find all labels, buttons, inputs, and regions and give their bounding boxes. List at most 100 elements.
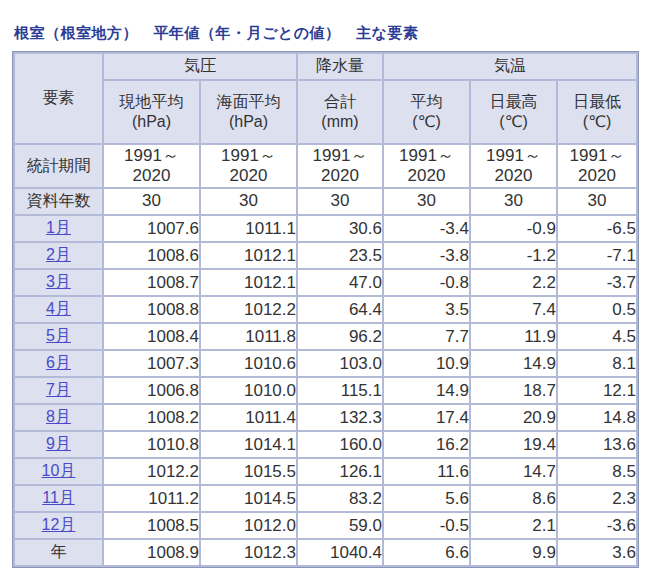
value-cell: -3.4: [383, 215, 470, 242]
value-cell: 20.9: [470, 404, 557, 431]
value-cell: 96.2: [297, 323, 383, 350]
table-row: 6月1007.31010.6103.010.914.98.1: [14, 350, 637, 377]
value-cell: 14.9: [470, 350, 557, 377]
column-label: 現地平均: [104, 92, 199, 112]
column-header-temp-min: 日最低 (℃): [557, 80, 637, 144]
data-years-cell: 30: [383, 188, 470, 215]
table-row: 2月1008.61012.123.5-3.8-1.2-7.1: [14, 242, 637, 269]
value-cell: 47.0: [297, 269, 383, 296]
column-header-temp-mean: 平均 (℃): [383, 80, 470, 144]
header-group-row: 要素 気圧 降水量 気温: [14, 53, 637, 80]
value-cell: 3.5: [383, 296, 470, 323]
value-cell: -3.7: [557, 269, 637, 296]
value-cell: 1007.6: [103, 215, 200, 242]
value-cell: -1.2: [470, 242, 557, 269]
column-unit: (hPa): [104, 112, 199, 132]
table-row: 12月1008.51012.059.0-0.52.1-3.6: [14, 512, 637, 539]
value-cell: 1006.8: [103, 377, 200, 404]
data-years-cell: 30: [557, 188, 637, 215]
stat-period-cell: 1991～ 2020: [383, 144, 470, 188]
table-row: 7月1006.81010.0115.114.918.712.1: [14, 377, 637, 404]
value-cell: 9.9: [470, 539, 557, 566]
value-cell: 1014.1: [200, 431, 297, 458]
column-unit: (℃): [471, 112, 556, 132]
value-cell: 1008.7: [103, 269, 200, 296]
value-cell: -3.6: [557, 512, 637, 539]
month-link[interactable]: 5月: [46, 327, 71, 344]
column-unit: (hPa): [201, 112, 296, 132]
value-cell: 1010.0: [200, 377, 297, 404]
value-cell: 115.1: [297, 377, 383, 404]
table-row: 4月1008.81012.264.43.57.40.5: [14, 296, 637, 323]
month-link[interactable]: 10月: [42, 462, 76, 479]
month-link[interactable]: 3月: [46, 273, 71, 290]
month-link[interactable]: 8月: [46, 408, 71, 425]
column-header-station-pressure: 現地平均 (hPa): [103, 80, 200, 144]
row-label-cell: 5月: [14, 323, 103, 350]
column-header-temp-max: 日最高 (℃): [470, 80, 557, 144]
value-cell: 1008.4: [103, 323, 200, 350]
value-cell: 64.4: [297, 296, 383, 323]
value-cell: 1008.9: [103, 539, 200, 566]
stat-period-cell: 1991～ 2020: [470, 144, 557, 188]
month-link[interactable]: 12月: [42, 516, 76, 533]
value-cell: 17.4: [383, 404, 470, 431]
month-link[interactable]: 11月: [42, 489, 75, 506]
month-link[interactable]: 6月: [46, 354, 71, 371]
value-cell: 1008.8: [103, 296, 200, 323]
value-cell: 126.1: [297, 458, 383, 485]
value-cell: 30.6: [297, 215, 383, 242]
value-cell: 19.4: [470, 431, 557, 458]
value-cell: 14.8: [557, 404, 637, 431]
value-cell: -3.8: [383, 242, 470, 269]
value-cell: 1040.4: [297, 539, 383, 566]
value-cell: 7.7: [383, 323, 470, 350]
value-cell: 1012.2: [103, 458, 200, 485]
value-cell: 8.5: [557, 458, 637, 485]
group-header-pressure: 気圧: [103, 53, 297, 80]
group-header-temperature: 気温: [383, 53, 637, 80]
column-label: 海面平均: [201, 92, 296, 112]
month-link[interactable]: 2月: [46, 246, 71, 263]
column-label: 合計: [298, 92, 382, 112]
row-label-cell: 7月: [14, 377, 103, 404]
value-cell: 132.3: [297, 404, 383, 431]
data-years-label-cell: 資料年数: [14, 188, 103, 215]
value-cell: -6.5: [557, 215, 637, 242]
row-label-cell: 年: [14, 539, 103, 566]
table-row: 11月1011.21014.583.25.68.62.3: [14, 485, 637, 512]
table-row: 年1008.91012.31040.46.69.93.6: [14, 539, 637, 566]
month-link[interactable]: 7月: [46, 381, 71, 398]
data-years-cell: 30: [297, 188, 383, 215]
month-link[interactable]: 9月: [46, 435, 71, 452]
column-label: 日最低: [558, 92, 636, 112]
month-link[interactable]: 4月: [46, 300, 71, 317]
column-unit: (mm): [298, 112, 382, 132]
value-cell: 1011.2: [103, 485, 200, 512]
row-label-cell: 1月: [14, 215, 103, 242]
value-cell: 6.6: [383, 539, 470, 566]
value-cell: 160.0: [297, 431, 383, 458]
row-label-cell: 9月: [14, 431, 103, 458]
value-cell: 16.2: [383, 431, 470, 458]
value-cell: 1014.5: [200, 485, 297, 512]
stat-period-label-cell: 統計期間: [14, 144, 103, 188]
value-cell: 1007.3: [103, 350, 200, 377]
month-link[interactable]: 1月: [46, 219, 71, 236]
value-cell: 13.6: [557, 431, 637, 458]
value-cell: 11.6: [383, 458, 470, 485]
row-label-cell: 12月: [14, 512, 103, 539]
value-cell: 2.2: [470, 269, 557, 296]
value-cell: 1012.2: [200, 296, 297, 323]
value-cell: 8.1: [557, 350, 637, 377]
table-body: 1月1007.61011.130.6-3.4-0.9-6.52月1008.610…: [14, 215, 637, 566]
value-cell: 59.0: [297, 512, 383, 539]
row-label-cell: 8月: [14, 404, 103, 431]
group-header-precipitation: 降水量: [297, 53, 383, 80]
column-label: 平均: [384, 92, 469, 112]
column-header-precip-total: 合計 (mm): [297, 80, 383, 144]
stat-period-row: 統計期間 1991～ 2020 1991～ 2020 1991～ 2020 19…: [14, 144, 637, 188]
row-label-cell: 11月: [14, 485, 103, 512]
stat-period-cell: 1991～ 2020: [103, 144, 200, 188]
value-cell: 7.4: [470, 296, 557, 323]
